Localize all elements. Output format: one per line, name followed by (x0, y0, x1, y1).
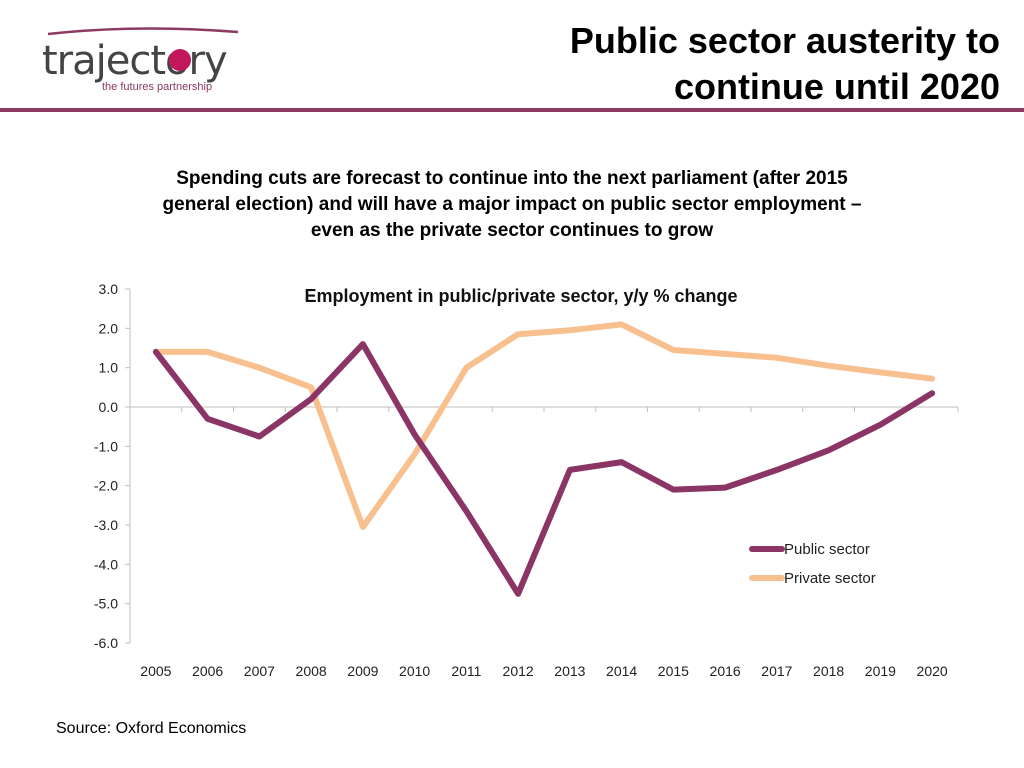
y-tick-label: -5.0 (94, 596, 118, 612)
source-note: Source: Oxford Economics (56, 720, 247, 737)
logo-wordmark: trajectory (42, 38, 227, 84)
title-line-2: continue until 2020 (673, 66, 1000, 107)
x-tick-label: 2017 (761, 663, 792, 679)
employment-line-chart: 3.0 2.0 1.0 0.0 -1.0 -2.0 -3.0 -4.0 -5.0 -6.0 2005… (94, 281, 959, 679)
subtitle-line-2: general election) and will have a major … (162, 194, 862, 215)
series-line-public-sector (152, 341, 936, 597)
legend-label: Private sector (784, 570, 876, 587)
y-tick-label: -2.0 (94, 478, 118, 494)
x-tick-label: 2010 (399, 663, 430, 679)
logo-dot-icon (169, 49, 191, 71)
trajectory-logo: trajectory the futures partnership (42, 27, 239, 93)
subtitle-line-1: Spending cuts are forecast to continue i… (176, 168, 848, 189)
x-tick-label: 2012 (503, 663, 534, 679)
logo-tagline: the futures partnership (102, 81, 212, 93)
y-tick-label: -6.0 (94, 635, 118, 651)
x-tick-label: 2009 (347, 663, 378, 679)
y-tick-label: -4.0 (94, 556, 118, 572)
x-tick-label: 2006 (192, 663, 223, 679)
x-tick-label: 2018 (813, 663, 844, 679)
x-tick-label: 2016 (710, 663, 741, 679)
y-tick-label: -3.0 (94, 517, 118, 533)
subtitle-line-3: even as the private sector continues to … (310, 220, 714, 241)
x-tick-label: 2011 (451, 663, 481, 679)
chart-title: Employment in public/private sector, y/y… (304, 286, 737, 306)
x-tick-label: 2019 (865, 663, 896, 679)
series-line-private-sector (152, 321, 936, 530)
x-tick-label: 2013 (554, 663, 585, 679)
x-tick-label: 2008 (296, 663, 327, 679)
y-tick-label: 3.0 (99, 281, 119, 297)
y-tick-label: -1.0 (94, 438, 118, 454)
y-tick-label: 2.0 (99, 320, 119, 336)
page-title: Public sector austerity to continue unti… (380, 18, 1000, 110)
slide-subtitle: Spending cuts are forecast to continue i… (60, 166, 964, 244)
x-tick-label: 2020 (917, 663, 948, 679)
header-divider (0, 108, 1024, 112)
x-tick-label: 2015 (658, 663, 689, 679)
y-tick-label: 1.0 (99, 360, 119, 376)
x-tick-label: 2007 (244, 663, 275, 679)
y-tick-label: 0.0 (99, 399, 119, 415)
title-line-1: Public sector austerity to (569, 20, 1000, 61)
x-tick-label: 2005 (140, 663, 171, 679)
x-tick-label: 2014 (606, 663, 637, 679)
legend-label: Public sector (784, 541, 870, 558)
